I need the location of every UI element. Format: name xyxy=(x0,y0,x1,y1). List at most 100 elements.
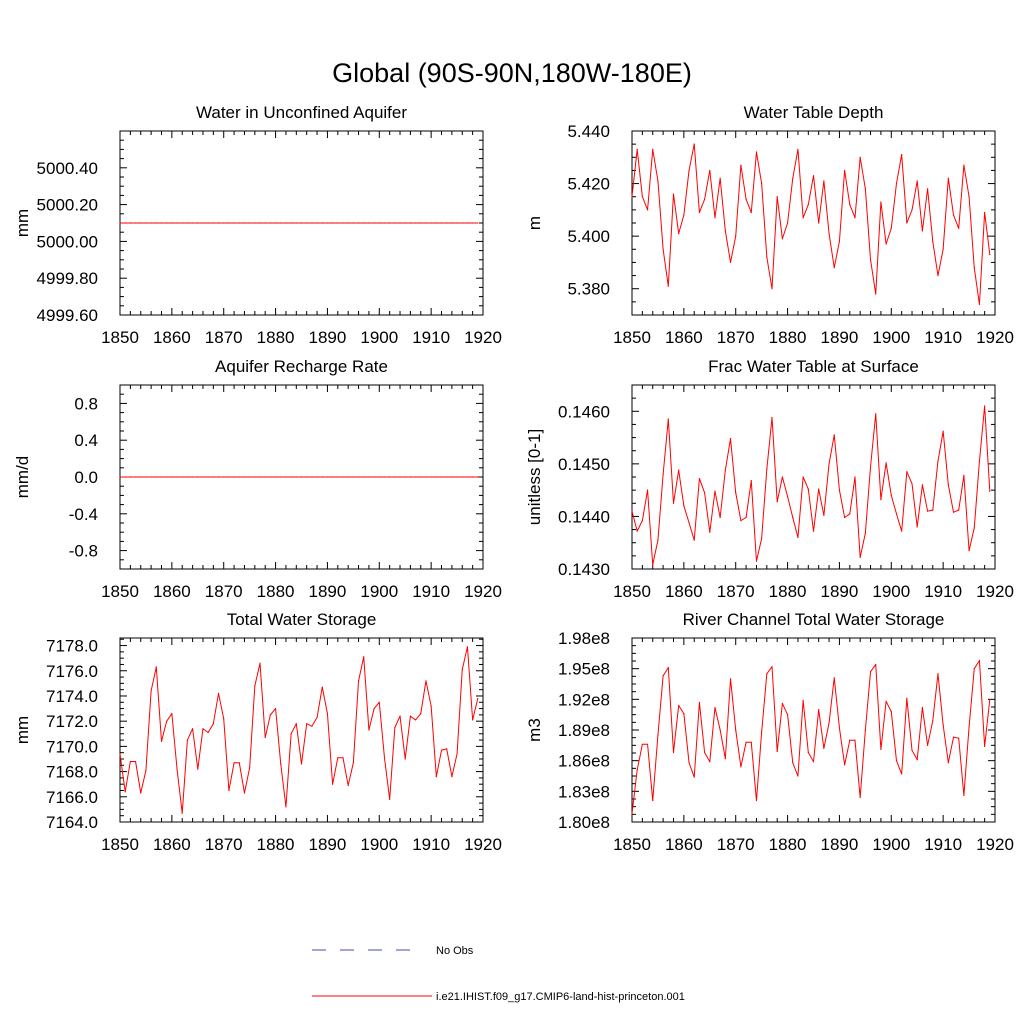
data-point xyxy=(735,492,737,494)
data-point xyxy=(171,222,173,224)
data-point xyxy=(155,476,157,478)
data-point xyxy=(119,476,121,478)
x-tick-label: 1880 xyxy=(257,328,295,347)
x-tick-label: 1900 xyxy=(872,835,910,854)
y-tick-label: 5000.40 xyxy=(37,159,98,178)
y-tick-label: 4999.60 xyxy=(37,306,98,325)
chart-panel-4: Frac Water Table at Surface unitless [0-1… xyxy=(525,357,1014,601)
data-point xyxy=(290,733,292,735)
data-point xyxy=(901,154,903,156)
x-tick-label: 1850 xyxy=(101,582,139,601)
data-point xyxy=(264,222,266,224)
data-point xyxy=(963,474,965,477)
data-point xyxy=(192,476,194,478)
data-point xyxy=(259,476,261,478)
data-point xyxy=(926,744,929,746)
x-tick-label: 1890 xyxy=(309,582,347,601)
data-point xyxy=(869,465,872,468)
data-point xyxy=(771,666,773,668)
data-point xyxy=(420,222,422,224)
data-point xyxy=(854,217,856,219)
x-tick-label: 1910 xyxy=(924,582,962,601)
data-point xyxy=(150,476,152,478)
data-point xyxy=(849,513,851,515)
data-point xyxy=(880,748,882,751)
panel-title: Water Table Depth xyxy=(744,103,884,122)
data-point xyxy=(885,700,887,702)
data-point xyxy=(300,476,303,478)
x-tick-label: 1870 xyxy=(717,582,755,601)
data-point xyxy=(290,476,292,478)
data-point xyxy=(259,662,261,664)
data-point xyxy=(719,729,721,731)
data-point xyxy=(269,714,271,716)
data-point xyxy=(812,761,815,763)
data-point xyxy=(823,180,825,182)
data-point xyxy=(181,812,183,814)
panel-title: Water in Unconfined Aquifer xyxy=(196,103,407,122)
data-point xyxy=(451,776,453,778)
data-point xyxy=(316,476,318,478)
data-point xyxy=(285,222,287,224)
data-point xyxy=(352,476,354,478)
data-point xyxy=(332,222,334,224)
data-point xyxy=(932,720,934,722)
data-point xyxy=(134,760,137,763)
data-point xyxy=(740,164,742,166)
x-tick-label: 1880 xyxy=(769,835,807,854)
data-point xyxy=(895,760,898,762)
x-tick-label: 1870 xyxy=(205,582,243,601)
data-point xyxy=(750,741,752,743)
x-tick-label: 1870 xyxy=(205,328,243,347)
data-point xyxy=(357,680,360,682)
y-tick-label: 1.86e8 xyxy=(558,752,610,771)
data-point xyxy=(869,259,872,261)
data-point xyxy=(963,164,965,166)
x-tick-label: 1870 xyxy=(717,328,755,347)
data-point xyxy=(932,240,934,242)
y-tick-label: 7164.0 xyxy=(46,813,98,832)
x-tick-label: 1850 xyxy=(101,835,139,854)
legend-obs-label: No Obs xyxy=(436,945,474,957)
panels: Water in Unconfined Aquifer mm 1850 1860 187… xyxy=(13,103,1014,854)
data-point xyxy=(269,222,271,224)
data-point xyxy=(786,222,789,224)
data-point xyxy=(828,232,830,235)
data-point xyxy=(911,483,913,485)
data-point xyxy=(238,222,240,224)
data-point xyxy=(160,222,163,224)
data-point xyxy=(989,698,991,700)
data-point xyxy=(456,222,458,224)
data-point xyxy=(688,522,690,524)
data-point xyxy=(968,196,970,198)
x-tick-label: 1920 xyxy=(464,835,502,854)
data-point xyxy=(807,751,809,754)
data-point xyxy=(745,516,747,519)
data-point xyxy=(906,222,908,224)
data-point xyxy=(678,469,680,471)
data-point xyxy=(978,659,981,662)
data-point xyxy=(207,731,209,734)
x-tick-label: 1860 xyxy=(153,328,191,347)
data-point xyxy=(802,699,804,701)
data-point xyxy=(906,697,908,699)
data-point xyxy=(833,677,835,679)
chart-panel-3: Aquifer Recharge Rate mm/d 1850 1860 1870 188… xyxy=(13,357,502,601)
data-point xyxy=(875,663,877,666)
data-point xyxy=(414,719,417,721)
data-point xyxy=(217,476,220,478)
y-tick-label: 0.1450 xyxy=(558,455,610,474)
y-tick-label: 1.83e8 xyxy=(558,782,610,801)
data-point xyxy=(129,222,131,224)
data-point xyxy=(683,214,685,216)
data-point xyxy=(906,471,908,473)
data-point xyxy=(223,476,225,478)
data-point xyxy=(326,476,329,478)
data-point xyxy=(166,720,168,722)
x-tick-label: 1920 xyxy=(464,582,502,601)
data-point xyxy=(347,476,349,478)
panel-title: Frac Water Table at Surface xyxy=(708,357,919,376)
data-point xyxy=(786,714,789,716)
data-point xyxy=(192,728,194,730)
